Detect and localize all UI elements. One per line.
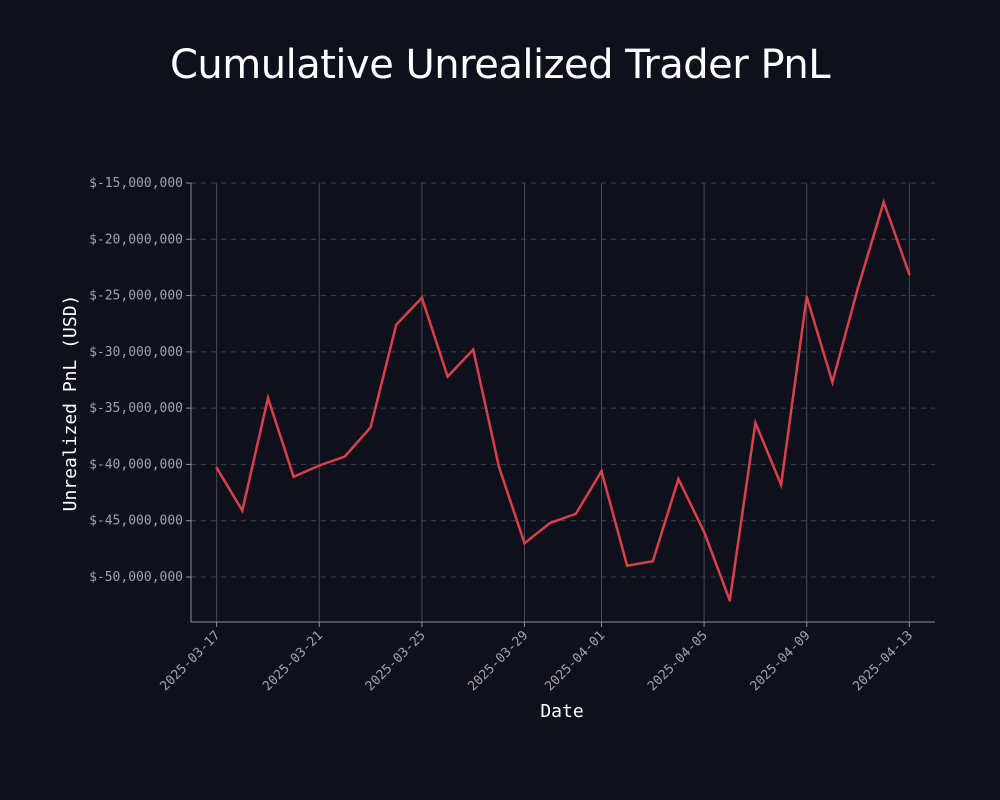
chart-title: Cumulative Unrealized Trader PnL xyxy=(170,42,831,88)
x-tick-label: 2025-03-17 xyxy=(158,628,224,694)
data-point xyxy=(754,421,757,424)
data-point xyxy=(677,477,680,481)
data-point xyxy=(548,521,552,525)
y-axis-label: Unrealized PnL (USD) xyxy=(60,295,81,512)
y-tick-label: $-20,000,000 xyxy=(89,232,183,247)
data-point xyxy=(779,483,783,486)
x-tick-label: 2025-04-09 xyxy=(748,628,814,694)
data-point xyxy=(318,464,321,467)
x-tick-label: 2025-03-29 xyxy=(465,628,531,694)
x-tick-label: 2025-03-21 xyxy=(260,628,326,694)
data-point xyxy=(805,295,808,298)
x-tick-label: 2025-03-25 xyxy=(363,628,429,694)
data-point xyxy=(523,542,526,545)
pnl-series-line xyxy=(215,198,911,602)
series-layer xyxy=(215,198,911,602)
data-point xyxy=(600,469,603,473)
y-tick-label: $-25,000,000 xyxy=(89,289,183,304)
data-point xyxy=(241,509,244,512)
data-point xyxy=(215,466,218,469)
y-tick-label: $-50,000,000 xyxy=(89,570,183,585)
data-point xyxy=(266,396,270,400)
data-point xyxy=(574,512,578,516)
data-point xyxy=(292,475,295,478)
data-point xyxy=(856,286,860,289)
data-point xyxy=(908,272,911,276)
data-point xyxy=(472,348,475,351)
data-point xyxy=(395,323,398,327)
data-point xyxy=(831,381,834,384)
data-point xyxy=(369,426,372,429)
axes-layer: $-15,000,000 $-20,000,000 $-25,000,000 $-30… xyxy=(89,176,935,694)
y-tick-label: $-35,000,000 xyxy=(89,401,183,416)
grid-layer xyxy=(191,182,935,622)
data-point xyxy=(728,599,731,602)
x-tick-label: 2025-04-01 xyxy=(542,628,608,694)
y-tick-label: $-45,000,000 xyxy=(89,514,183,529)
data-point xyxy=(702,530,706,534)
x-tick-label: 2025-04-13 xyxy=(850,628,916,694)
data-point xyxy=(420,296,424,300)
data-point xyxy=(651,560,654,563)
data-point xyxy=(882,200,885,204)
y-tick-label: $-15,000,000 xyxy=(89,176,183,191)
x-tick-label: 2025-04-05 xyxy=(645,628,711,694)
data-point xyxy=(625,564,629,567)
y-tick-label: $-40,000,000 xyxy=(89,457,183,472)
data-point xyxy=(497,465,501,468)
data-point xyxy=(446,375,449,378)
y-tick-label: $-30,000,000 xyxy=(89,345,183,360)
x-axis-label: Date xyxy=(540,701,583,722)
data-point xyxy=(343,455,347,458)
